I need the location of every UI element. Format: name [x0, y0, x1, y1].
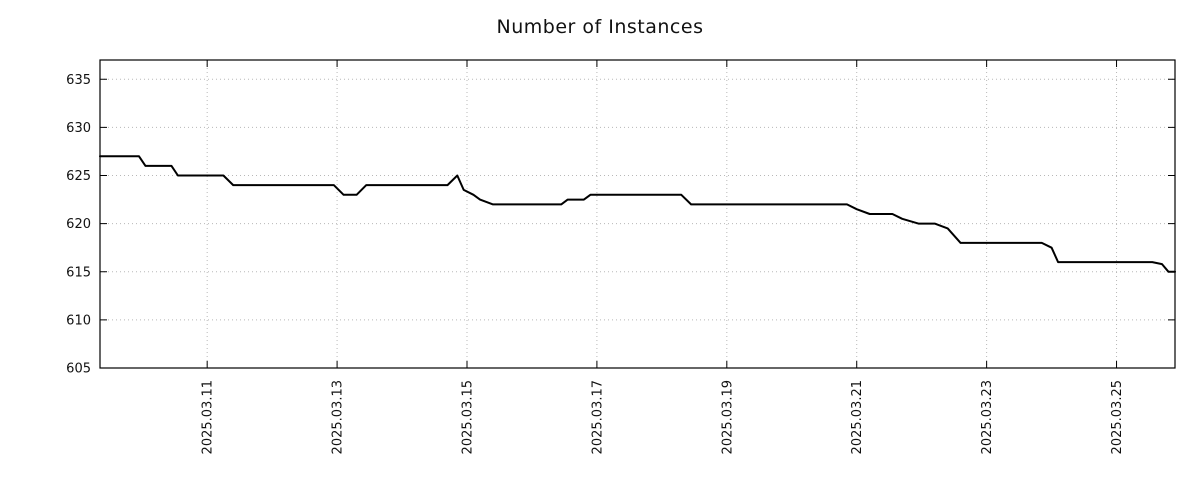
y-tick-label: 625: [66, 169, 91, 184]
x-tick-label: 2025.03.17: [590, 380, 605, 454]
y-tick-label: 610: [66, 313, 91, 328]
x-tick-label: 2025.03.21: [850, 380, 865, 454]
data-series: [99, 155, 1176, 273]
y-tick-label: 635: [66, 73, 91, 88]
plot-border: [99, 59, 1176, 369]
instances-series-line: [99, 155, 1176, 273]
gridlines: [100, 60, 1175, 368]
axes: [99, 59, 1176, 369]
y-tick-label: 605: [66, 362, 91, 377]
x-tick-label: 2025.03.11: [201, 380, 216, 454]
y-tick-label: 615: [66, 265, 91, 280]
y-tick-label: 620: [66, 217, 91, 232]
x-tick-label: 2025.03.23: [980, 380, 995, 454]
x-tick-label: 2025.03.13: [331, 380, 346, 454]
y-tick-label: 630: [66, 121, 91, 136]
x-tick-label: 2025.03.19: [720, 380, 735, 454]
x-tick-label: 2025.03.15: [460, 380, 475, 454]
chart-title: Number of Instances: [496, 16, 704, 38]
x-tick-label: 2025.03.25: [1110, 380, 1125, 454]
tick-labels: 605 610 615 620 625 630 635 2025.03.11 2025.03.1…: [66, 73, 1125, 455]
